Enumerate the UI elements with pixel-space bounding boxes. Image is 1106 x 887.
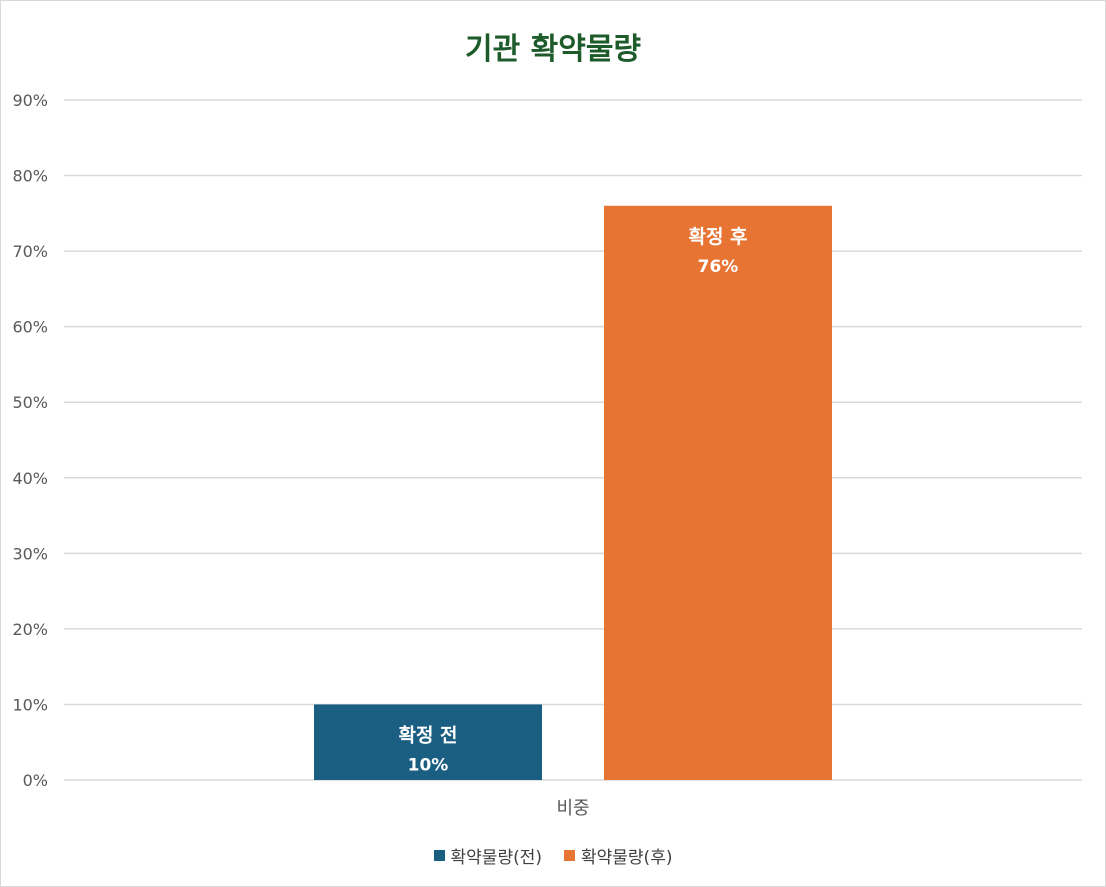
legend-item-after: 확약물량(후): [564, 843, 672, 868]
data-label-value: 76%: [698, 257, 739, 277]
y-tick-label: 10%: [12, 695, 48, 714]
legend-swatch-after: [564, 850, 575, 861]
y-tick-label: 90%: [12, 91, 48, 110]
bar-before: [314, 704, 542, 780]
legend-label-before: 확약물량(전): [450, 848, 542, 868]
legend-swatch-before: [433, 850, 445, 861]
chart-legend: 확약물량(전) 확약물량(후): [0, 843, 1106, 868]
y-tick-label: 40%: [12, 469, 48, 488]
x-category-label: 비중: [556, 798, 589, 819]
data-label-value: 10%: [408, 755, 449, 775]
chart-title: 기관 확약물량: [464, 32, 642, 67]
y-tick-label: 30%: [12, 544, 48, 563]
y-tick-label: 60%: [12, 318, 48, 337]
data-label-name: 확정 전: [398, 723, 457, 746]
y-tick-label: 50%: [12, 393, 48, 412]
bar-after: [604, 205, 832, 780]
y-tick-label: 70%: [12, 242, 48, 261]
y-tick-label: 0%: [23, 771, 48, 790]
legend-item-before: 확약물량(전): [433, 843, 542, 868]
y-tick-label: 20%: [12, 620, 48, 639]
legend-label-after: 확약물량(후): [581, 848, 673, 868]
y-tick-label: 80%: [12, 167, 48, 186]
data-label-name: 확정 후: [688, 225, 747, 248]
